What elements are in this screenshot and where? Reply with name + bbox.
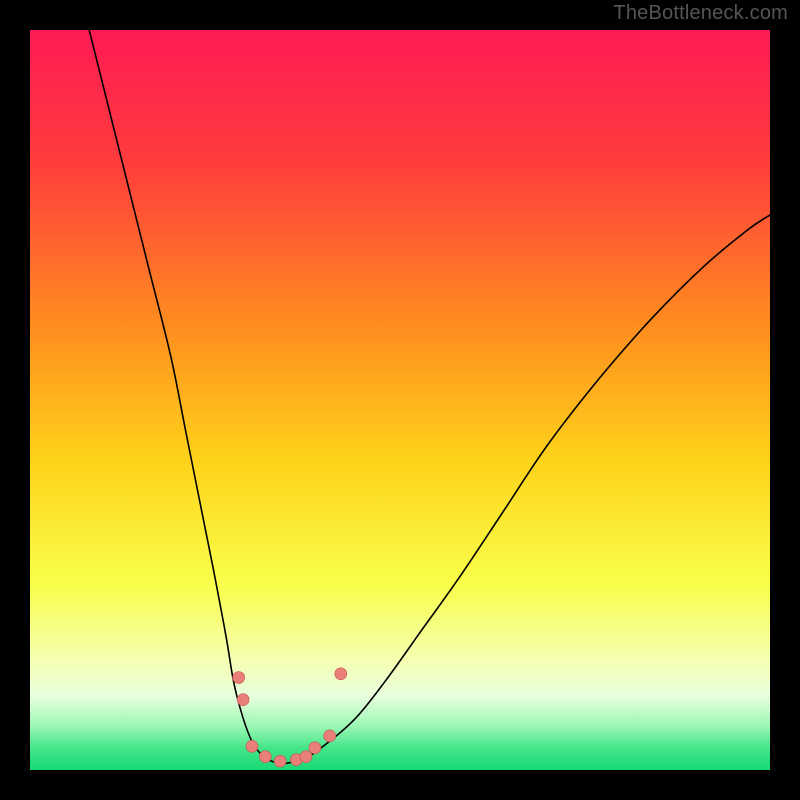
bottleneck-chart <box>30 30 770 770</box>
chart-marker <box>309 742 321 754</box>
chart-curve-layer <box>30 30 770 770</box>
watermark-label: TheBottleneck.com <box>613 2 788 25</box>
chart-marker <box>300 751 312 763</box>
chart-markers <box>233 668 347 767</box>
chart-marker <box>274 755 286 767</box>
chart-marker <box>335 668 347 680</box>
chart-marker <box>259 751 271 763</box>
chart-marker <box>324 730 336 742</box>
bottleneck-curve-right <box>282 215 770 764</box>
chart-marker <box>246 740 258 752</box>
bottleneck-curve-left <box>89 30 281 764</box>
chart-marker <box>237 694 249 706</box>
chart-marker <box>233 672 245 684</box>
